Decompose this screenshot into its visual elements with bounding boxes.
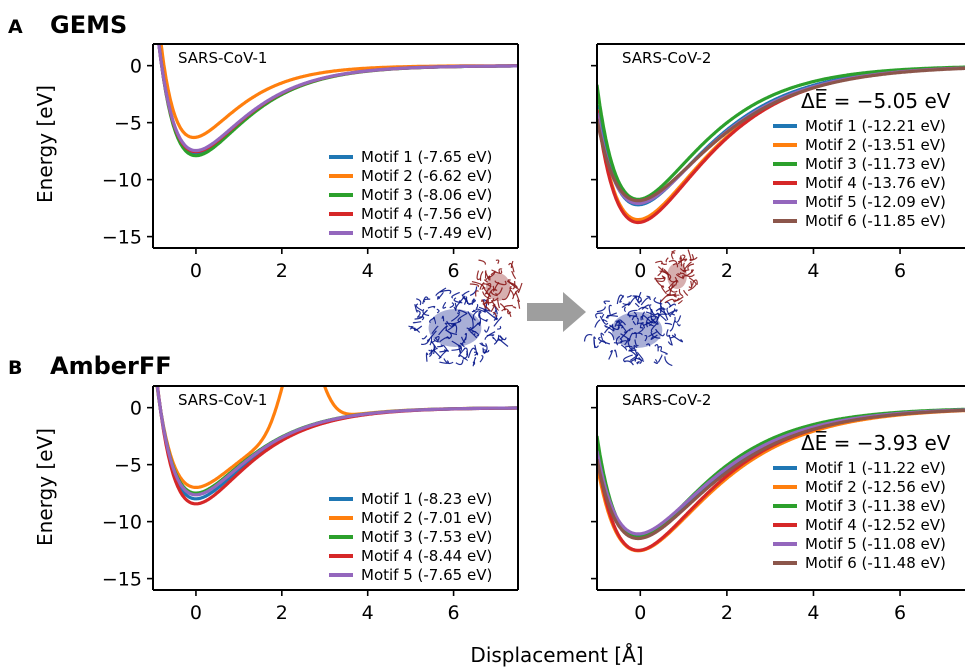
x-axis-label: Displacement [Å] — [470, 643, 643, 667]
gems-cov1-chart: 0 2 4 6 0 −5 −10 −15 SARS-CoV-1 Motif 1 (-7.65 eV… — [102, 43, 519, 282]
gems-cov1-xtick-label: 0 — [190, 260, 202, 282]
gems-cov2-legend-label-5: Motif 5 (-12.09 eV) — [805, 193, 946, 211]
gems-cov1-legend-label-5: Motif 5 (-7.49 eV) — [361, 224, 492, 242]
gems-cov1-xtick-label: 6 — [448, 260, 460, 282]
amber-cov1-legend-label-1: Motif 1 (-8.23 eV) — [361, 490, 492, 508]
amber-cov2-xtick-label: 6 — [894, 602, 906, 624]
amber-cov2-legend-label-4: Motif 4 (-12.52 eV) — [805, 516, 946, 534]
amber-cov1-chart: 0 2 4 6 0 −5 −10 −15 SARS-CoV-1 Motif 1 (-8.23 eV… — [102, 385, 519, 624]
gems-cov1-series-5 — [157, 44, 518, 153]
gems-cov1-xtick-label: 4 — [362, 260, 374, 282]
gems-cov2-xtick-label: 6 — [894, 260, 906, 282]
protein-guest-left-icon — [469, 259, 523, 318]
amber-cov2-xtick-label: 4 — [807, 602, 819, 624]
gems-cov2-series-3 — [597, 65, 965, 201]
gems-cov1-ytick-label: −5 — [114, 113, 142, 135]
gems-cov2-lines — [597, 65, 965, 225]
amber-cov1-corner-label: SARS-CoV-1 — [178, 391, 267, 409]
amber-cov2-delta-label: ΔE̅ = −3.93 eV — [801, 430, 951, 455]
amber-cov2-xtick-label: 2 — [721, 602, 733, 624]
gems-cov2-xtick-label: 2 — [721, 260, 733, 282]
amber-cov2-legend-label-5: Motif 5 (-11.08 eV) — [805, 535, 946, 553]
gems-cov2-delta-label: ΔE̅ = −5.05 eV — [801, 88, 951, 113]
amber-cov2-xtick-label: 0 — [634, 602, 646, 624]
amber-cov1-legend-label-4: Motif 4 (-8.44 eV) — [361, 547, 492, 565]
panel-b-letter: B — [8, 357, 22, 379]
y-axis-label-b: Energy [eV] — [33, 428, 57, 546]
panel-b-title: AmberFF — [50, 352, 172, 380]
gems-cov2-legend-label-6: Motif 6 (-11.85 eV) — [805, 212, 946, 230]
gems-cov1-legend-label-3: Motif 3 (-8.06 eV) — [361, 186, 492, 204]
amber-cov1-series-4 — [155, 386, 518, 506]
amber-cov1-legend-label-2: Motif 2 (-7.01 eV) — [361, 509, 492, 527]
amber-cov1-legend-label-3: Motif 3 (-7.53 eV) — [361, 528, 492, 546]
y-axis-label-a: Energy [eV] — [33, 85, 57, 203]
charts: 0 2 4 6 0 −5 −10 −15 SARS-CoV-1 Motif 1 (-7.65 eV… — [102, 43, 965, 624]
gems-cov2-corner-label: SARS-CoV-2 — [622, 49, 711, 67]
protein-complex-illustration — [408, 249, 698, 367]
amber-cov1-xtick-label: 6 — [448, 602, 460, 624]
gems-cov1-corner-label: SARS-CoV-1 — [178, 49, 267, 67]
amber-cov2-series-6 — [597, 408, 965, 541]
gems-cov2-xtick-label: 4 — [807, 260, 819, 282]
amber-cov1-lines — [155, 386, 518, 506]
gems-cov2-legend-label-2: Motif 2 (-13.51 eV) — [805, 136, 946, 154]
panel-a-title: GEMS — [50, 11, 127, 39]
gems-cov2-legend-label-3: Motif 3 (-11.73 eV) — [805, 155, 946, 173]
gems-cov1-lines — [157, 44, 518, 158]
gems-cov1-xtick-label: 2 — [276, 260, 288, 282]
amber-cov2-legend-label-2: Motif 2 (-12.56 eV) — [805, 478, 946, 496]
amber-cov2-chart: 0 2 4 6 SARS-CoV-2 ΔE̅ = −3.93 eV Motif 1 (-11… — [591, 385, 965, 624]
gems-cov2-legend-label-4: Motif 4 (-13.76 eV) — [805, 174, 946, 192]
gems-cov2-xtick-label: 0 — [634, 260, 646, 282]
gems-cov2-series-6 — [597, 66, 965, 203]
protein-guest-right-icon — [654, 249, 698, 305]
amber-cov2-legend-label-6: Motif 6 (-11.48 eV) — [805, 554, 946, 572]
amber-cov1-ytick-label: −15 — [102, 569, 142, 591]
protein-host-left-icon — [408, 286, 509, 367]
gems-cov2-chart: 0 2 4 6 SARS-CoV-2 ΔE̅ = −5.05 eV Motif 1 (-12… — [591, 43, 965, 282]
amber-cov2-legend-label-1: Motif 1 (-11.22 eV) — [805, 459, 946, 477]
gems-cov2-legend-label-1: Motif 1 (-12.21 eV) — [805, 117, 946, 135]
amber-cov1-xtick-label: 2 — [276, 602, 288, 624]
gems-cov1-legend-label-1: Motif 1 (-7.65 eV) — [361, 148, 492, 166]
gems-cov1-legend-label-2: Motif 2 (-6.62 eV) — [361, 167, 492, 185]
amber-cov1-xtick-label: 0 — [190, 602, 202, 624]
amber-cov2-lines — [597, 407, 965, 553]
protein-host-right-icon — [583, 291, 684, 367]
amber-cov2-corner-label: SARS-CoV-2 — [622, 391, 711, 409]
gems-cov1-legend-label-4: Motif 4 (-7.56 eV) — [361, 205, 492, 223]
gems-cov1-ytick-label: −10 — [102, 170, 142, 192]
arrow-right-icon — [527, 292, 586, 332]
gems-cov1-series-2 — [159, 44, 518, 140]
amber-cov1-series-5 — [155, 386, 518, 497]
gems-cov1-ytick-label: 0 — [130, 56, 142, 78]
amber-cov1-ytick-label: −5 — [114, 455, 142, 477]
amber-cov2-legend-label-3: Motif 3 (-11.38 eV) — [805, 497, 946, 515]
panel-a-letter: A — [8, 16, 23, 38]
amber-cov1-ytick-label: 0 — [130, 398, 142, 420]
amber-cov1-ytick-label: −10 — [102, 512, 142, 534]
gems-cov1-ytick-label: −15 — [102, 227, 142, 249]
amber-cov1-legend-label-5: Motif 5 (-7.65 eV) — [361, 566, 492, 584]
amber-cov1-xtick-label: 4 — [362, 602, 374, 624]
